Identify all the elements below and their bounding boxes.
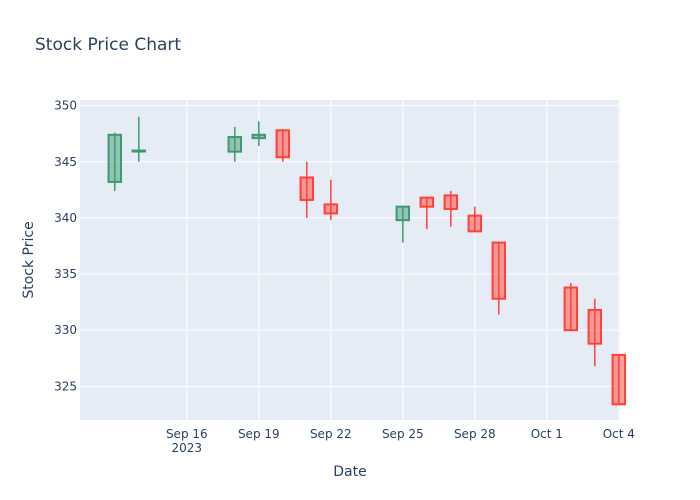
candle xyxy=(419,196,435,230)
x-tick-label: Oct 4 xyxy=(603,427,635,441)
candle xyxy=(491,241,507,315)
y-tick-label: 325 xyxy=(54,379,77,393)
candle xyxy=(563,283,579,332)
candle xyxy=(275,129,291,162)
candle-body xyxy=(491,241,507,300)
candle-body xyxy=(299,176,315,201)
x-tick-label: Oct 1 xyxy=(531,427,563,441)
candle-body xyxy=(107,133,123,183)
y-axis-title: Stock Price xyxy=(21,221,37,298)
y-tick-label: 350 xyxy=(54,99,77,113)
candle-body xyxy=(611,353,627,406)
x-tick-label: Sep 19 xyxy=(238,427,280,441)
candle xyxy=(395,205,411,243)
y-tick-label: 335 xyxy=(54,267,77,281)
plot-background xyxy=(80,100,620,420)
y-axis-ticks: 325 330 335 340 345 350 xyxy=(54,99,77,394)
candle-body xyxy=(275,129,291,159)
candle-body xyxy=(587,308,603,345)
candle-body xyxy=(227,136,243,153)
candle-body xyxy=(467,214,483,233)
x-tick-label: 2023 xyxy=(172,441,203,455)
x-axis-title: Date xyxy=(333,464,366,480)
y-tick-label: 330 xyxy=(54,323,77,337)
candle xyxy=(227,126,243,162)
candle xyxy=(299,161,315,218)
candle xyxy=(467,206,483,233)
candle-body xyxy=(419,196,435,208)
x-tick-label: Sep 22 xyxy=(310,427,352,441)
candle xyxy=(587,298,603,367)
candle xyxy=(323,179,339,221)
candle-body xyxy=(323,203,339,215)
candle xyxy=(251,121,267,147)
y-tick-label: 340 xyxy=(54,211,77,225)
candle-body xyxy=(443,194,459,210)
candle-body xyxy=(131,149,147,153)
candles-layer xyxy=(107,116,627,406)
candle-body xyxy=(251,133,267,140)
candle-body xyxy=(563,286,579,332)
x-tick-label: Sep 16 xyxy=(166,427,208,441)
chart-title: Stock Price Chart xyxy=(35,35,181,55)
candle xyxy=(443,190,459,227)
x-tick-label: Sep 28 xyxy=(454,427,496,441)
x-tick-label: Sep 25 xyxy=(382,427,424,441)
candle-body xyxy=(395,205,411,222)
candle xyxy=(107,132,123,191)
candle xyxy=(611,353,627,406)
y-tick-label: 345 xyxy=(54,155,77,169)
candle xyxy=(131,116,147,162)
